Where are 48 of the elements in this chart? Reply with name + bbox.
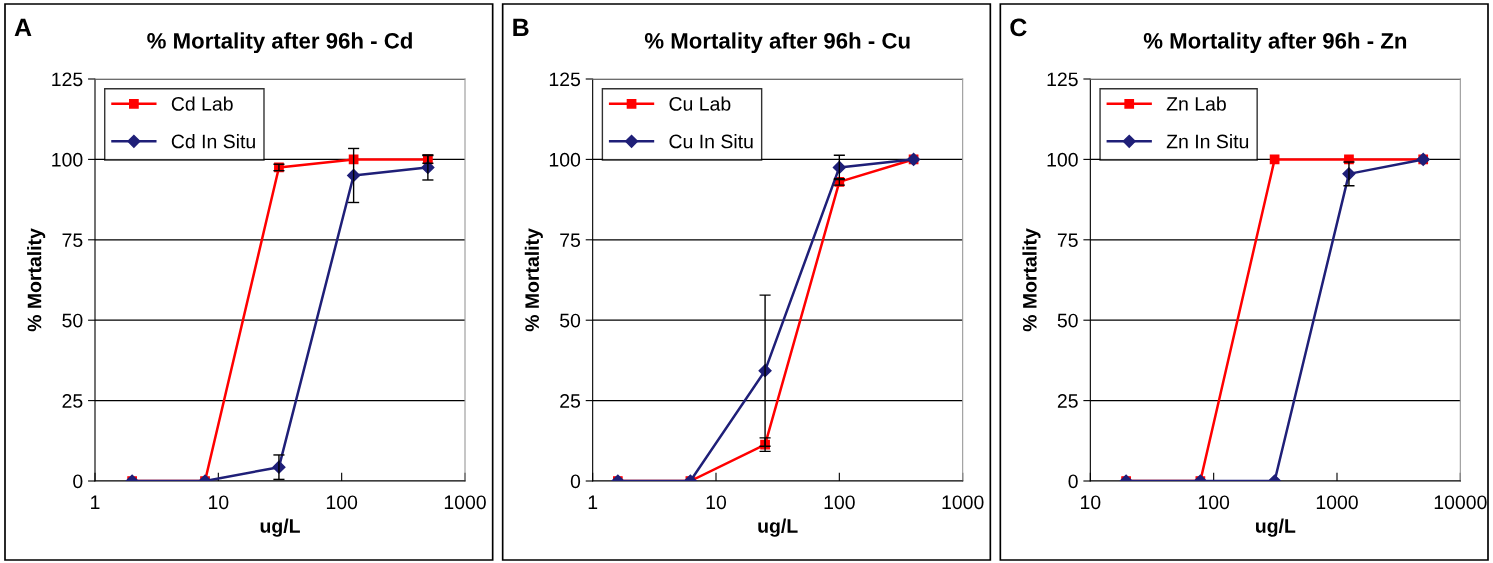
y-tick-label: 25 — [560, 394, 581, 408]
x-tick-label: 100 — [1198, 495, 1230, 510]
y-axis-title: % Mortality — [1022, 228, 1041, 332]
y-tick-label: 0 — [570, 474, 581, 489]
y-tick-label: 50 — [560, 313, 581, 328]
y-tick-label: 50 — [62, 313, 83, 328]
chart-title: % Mortality after 96h - Cd — [147, 32, 412, 54]
text: B — [513, 18, 529, 36]
legend-label: Cd In Situ — [171, 134, 255, 149]
y-axis-title: % Mortality — [524, 228, 543, 332]
x-axis-title: ug/L — [260, 518, 300, 537]
legend-label: Cd Lab — [171, 96, 233, 111]
x-tick-label: 100 — [326, 495, 358, 510]
chart-title: % Mortality after 96h - Zn — [1143, 32, 1407, 54]
y-tick-label: 125 — [549, 72, 581, 87]
x-tick-label: 10 — [706, 495, 727, 510]
y-tick-label: 75 — [1057, 233, 1078, 248]
x-tick-label: 1 — [91, 495, 100, 509]
legend-label: Zn In Situ — [1166, 134, 1249, 149]
x-tick-label: 10 — [1081, 495, 1101, 510]
text: C — [1010, 18, 1027, 37]
x-tick-label: 100 — [824, 495, 855, 510]
y-tick-label: 100 — [549, 152, 581, 167]
y-tick-label: 125 — [1047, 72, 1078, 87]
y-tick-label: 75 — [62, 233, 83, 248]
y-tick-label: 0 — [73, 474, 83, 489]
x-axis-title: ug/L — [1256, 518, 1296, 537]
y-tick-label: 50 — [1057, 313, 1078, 328]
y-axis-title: % Mortality — [27, 228, 46, 332]
chart-title: % Mortality after 96h - Cu — [644, 32, 910, 54]
y-tick-label: 75 — [560, 233, 581, 248]
x-tick-label: 10 — [209, 495, 229, 510]
legend-label: Cu In Situ — [669, 134, 753, 149]
y-tick-label: 0 — [1068, 474, 1078, 489]
x-tick-label: 1000 — [942, 495, 984, 510]
x-tick-label: 1 — [588, 495, 598, 509]
y-tick-label: 125 — [52, 72, 83, 87]
y-tick-label: 25 — [62, 394, 83, 408]
x-tick-label: 10000 — [1434, 495, 1487, 510]
x-axis-title: ug/L — [758, 518, 798, 537]
text: A — [14, 18, 32, 36]
y-tick-label: 25 — [1057, 394, 1078, 408]
y-tick-label: 100 — [1047, 152, 1078, 167]
x-tick-label: 1000 — [1316, 495, 1358, 510]
x-tick-label: 1000 — [444, 495, 486, 510]
legend-label: Zn Lab — [1166, 96, 1226, 111]
legend-label: Cu Lab — [669, 96, 731, 111]
y-tick-label: 100 — [52, 152, 83, 167]
